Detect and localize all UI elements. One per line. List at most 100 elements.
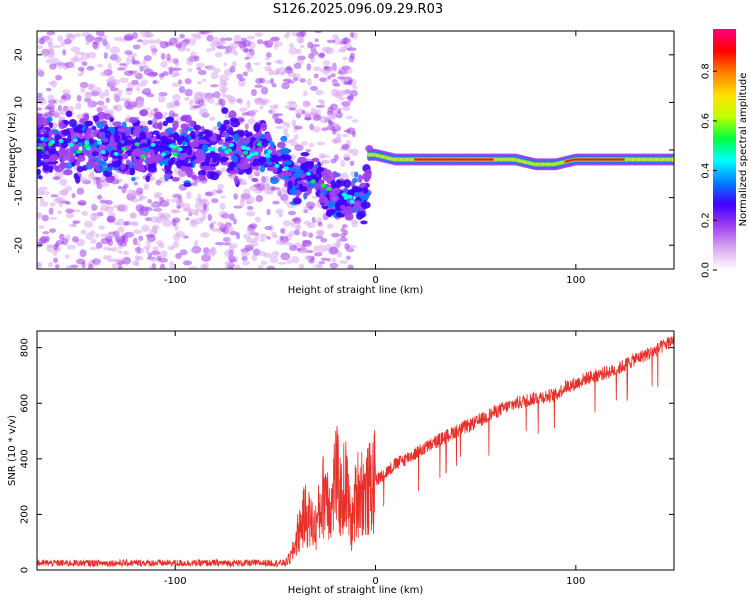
heatmap-cell xyxy=(174,61,180,67)
heatmap-cell xyxy=(311,157,320,163)
heatmap-cell xyxy=(244,63,252,69)
x-tick-label: 0 xyxy=(372,576,378,587)
heatmap-cell xyxy=(146,239,152,246)
heatmap-cell xyxy=(221,145,227,150)
heatmap-cell xyxy=(355,211,364,220)
x-tick-label: -100 xyxy=(164,275,187,286)
heatmap-cell xyxy=(280,154,287,160)
heatmap-cell xyxy=(190,51,197,57)
heatmap-cell xyxy=(251,177,259,182)
heatmap-cell xyxy=(155,216,163,224)
heatmap-cell xyxy=(313,252,323,257)
heatmap-cell xyxy=(143,183,150,191)
heatmap-cell xyxy=(321,127,328,132)
heatmap-cell xyxy=(343,81,353,86)
heatmap-cell xyxy=(141,224,150,233)
heatmap-cell xyxy=(277,188,282,193)
heatmap-cell xyxy=(45,87,52,92)
heatmap-cell xyxy=(37,113,43,119)
heatmap-cell xyxy=(37,261,42,269)
heatmap-cell xyxy=(261,138,268,147)
heatmap-cell xyxy=(315,235,324,239)
heatmap-cell xyxy=(255,77,263,84)
heatmap-cell xyxy=(80,229,87,235)
heatmap-cell xyxy=(287,180,293,189)
heatmap-cell xyxy=(316,141,326,146)
heatmap-cell xyxy=(175,42,182,49)
heatmap-cell xyxy=(204,95,210,102)
heatmap-cell xyxy=(214,52,223,58)
heatmap-cell xyxy=(66,134,72,144)
heatmap-cell xyxy=(59,178,68,187)
heatmap-cell xyxy=(343,195,349,200)
heatmap-cell xyxy=(190,134,197,139)
heatmap-cell xyxy=(37,150,40,159)
heatmap-cell xyxy=(227,136,234,142)
heatmap-cell xyxy=(60,188,69,196)
heatmap-cell xyxy=(296,35,305,44)
heatmap-cell xyxy=(339,260,349,265)
heatmap-cell xyxy=(171,177,180,182)
heatmap-cell xyxy=(229,259,237,263)
heatmap-cell xyxy=(81,52,90,60)
heatmap-cell xyxy=(259,164,266,173)
heatmap-cell xyxy=(671,156,674,163)
heatmap-cell xyxy=(53,243,59,251)
heatmap-cell xyxy=(329,208,336,214)
heatmap-cell xyxy=(170,198,180,203)
heatmap-cell xyxy=(52,44,62,49)
heatmap-cell xyxy=(86,65,95,71)
heatmap-cell xyxy=(257,250,267,256)
heatmap-cell xyxy=(127,81,134,90)
heatmap-cell xyxy=(211,189,218,195)
heatmap-cell xyxy=(172,240,180,249)
heatmap-cell xyxy=(319,77,328,83)
heatmap-cell xyxy=(334,180,341,189)
heatmap-cell xyxy=(266,62,272,66)
heatmap-cell xyxy=(89,230,96,236)
heatmap-cell xyxy=(296,247,302,252)
heatmap-cell xyxy=(307,78,312,86)
heatmap-cell xyxy=(184,88,193,97)
heatmap-cell xyxy=(279,147,290,156)
heatmap-cell xyxy=(236,73,244,79)
heatmap-cell xyxy=(336,132,341,139)
heatmap-cell xyxy=(139,131,147,140)
heatmap-cell xyxy=(71,162,76,167)
heatmap-cell xyxy=(269,104,278,109)
heatmap-cell xyxy=(269,256,279,264)
heatmap-cell xyxy=(132,44,141,50)
heatmap-cell xyxy=(104,130,112,139)
heatmap-cell xyxy=(213,91,221,99)
heatmap-cell xyxy=(160,61,168,68)
heatmap-cell xyxy=(116,204,126,210)
heatmap-cell xyxy=(76,149,82,154)
heatmap-cell xyxy=(158,73,165,78)
heatmap-cell xyxy=(237,117,245,123)
heatmap-cell xyxy=(162,112,168,116)
heatmap-cell xyxy=(46,116,53,122)
heatmap-cell xyxy=(143,245,151,250)
heatmap-cell xyxy=(269,78,275,84)
heatmap-cell xyxy=(151,52,157,56)
heatmap-cell xyxy=(129,167,136,176)
heatmap-cell xyxy=(268,69,274,76)
heatmap-cell xyxy=(190,33,201,38)
heatmap-cell xyxy=(108,145,114,150)
snr-series-line xyxy=(37,336,674,568)
heatmap-cell xyxy=(182,260,192,266)
heatmap-cell xyxy=(141,88,150,94)
heatmap-cell xyxy=(117,250,123,254)
heatmap-cell xyxy=(221,132,229,137)
heatmap-cell xyxy=(219,202,226,211)
heatmap-cell xyxy=(233,175,239,185)
heatmap-cell xyxy=(294,125,303,130)
heatmap-cell xyxy=(360,201,367,208)
heatmap-cell xyxy=(81,210,89,217)
heatmap-cell xyxy=(121,146,127,151)
heatmap-cell xyxy=(200,232,210,238)
heatmap-cell xyxy=(74,57,84,63)
heatmap-cell xyxy=(272,200,280,205)
heatmap-cell xyxy=(37,133,47,138)
